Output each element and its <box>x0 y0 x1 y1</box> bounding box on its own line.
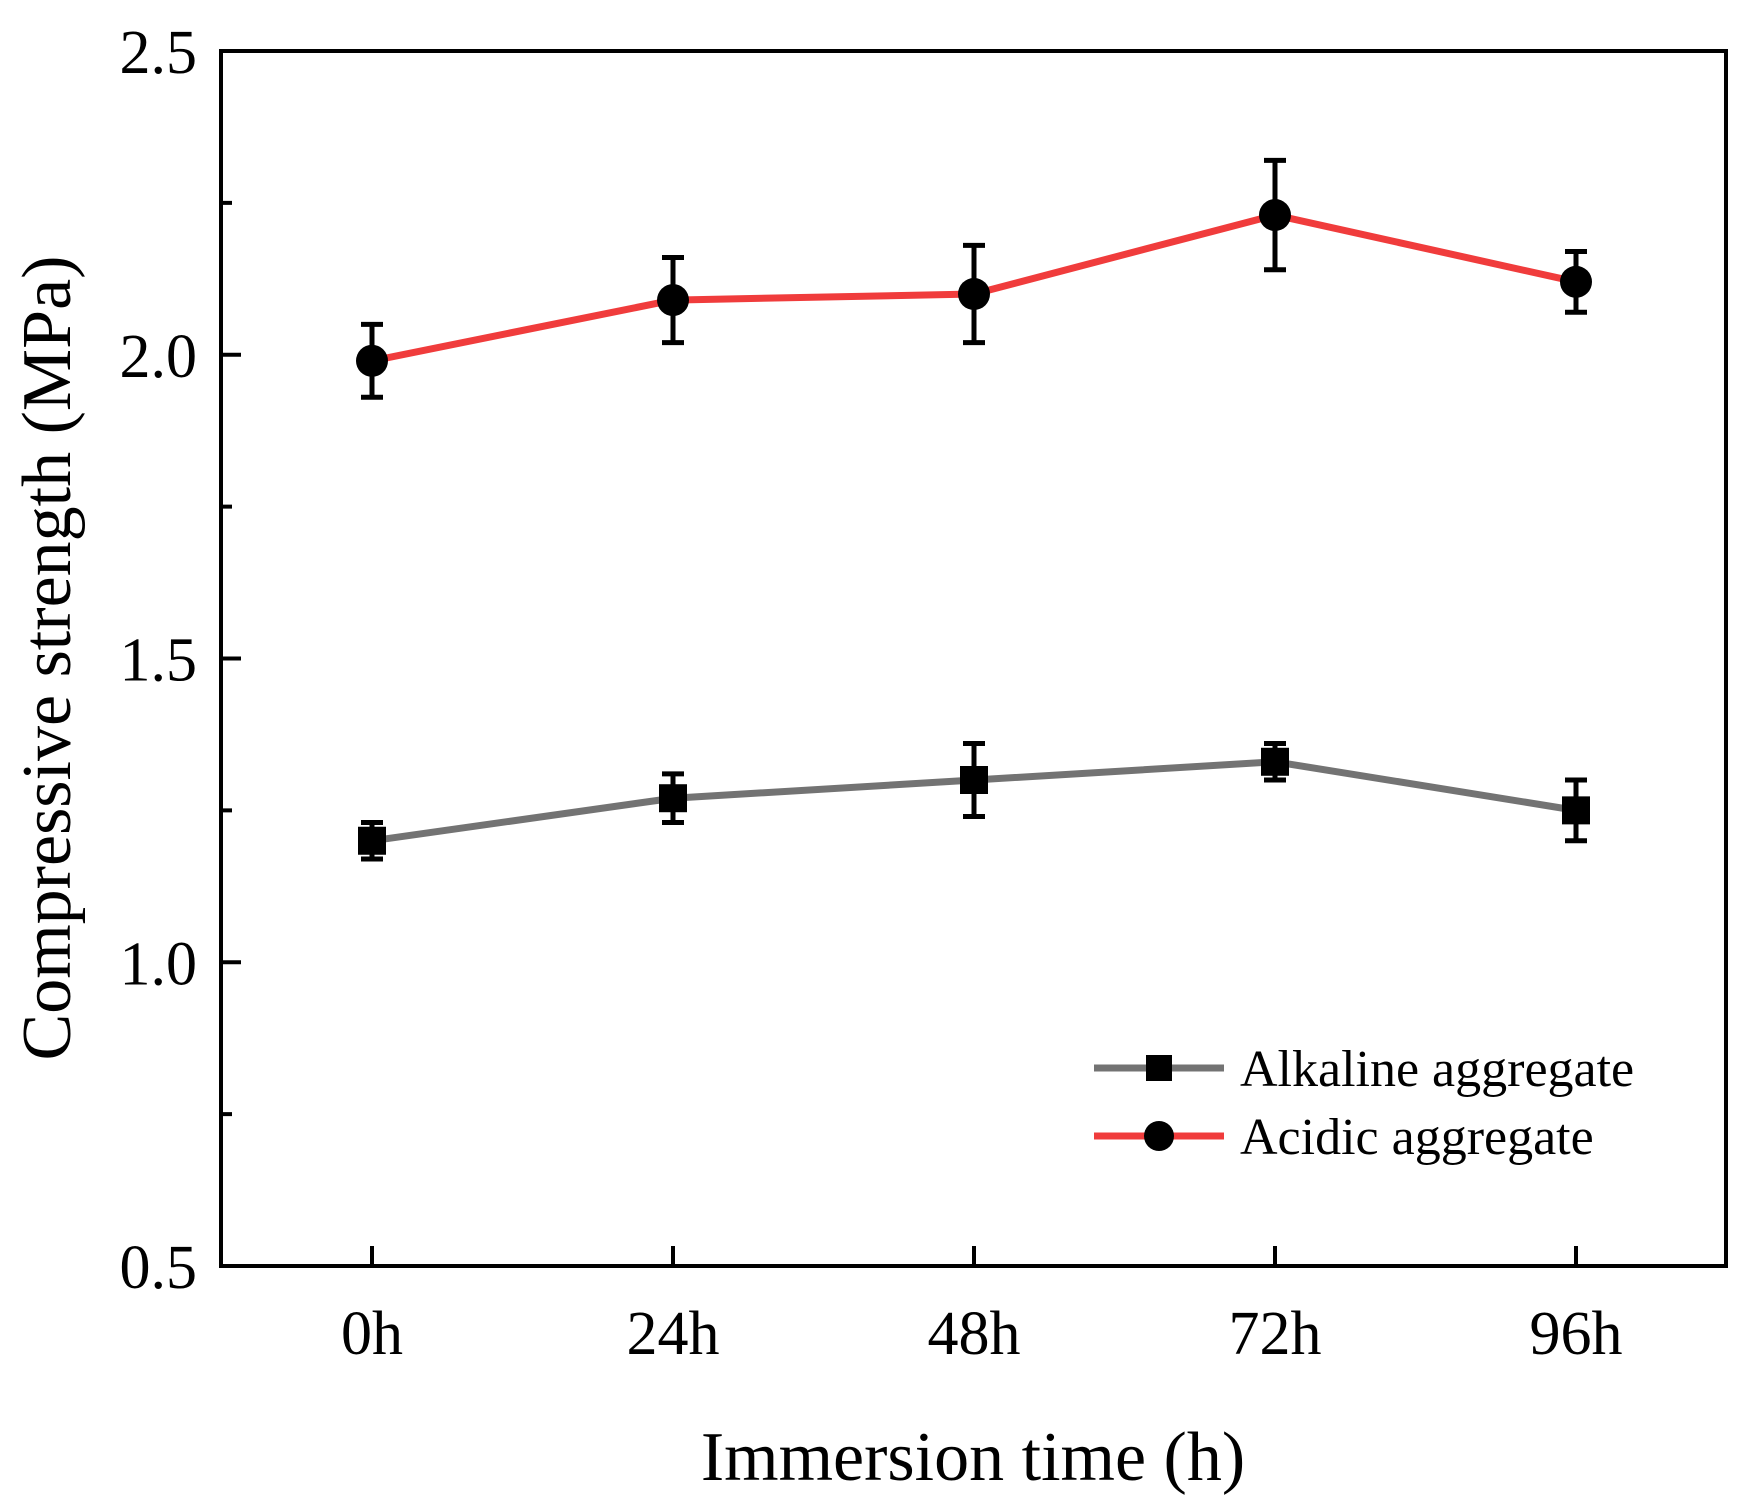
legend-marker-alkaline-aggregate <box>1146 1055 1172 1081</box>
alkaline-aggregate-point <box>960 766 988 794</box>
acidic-aggregate-point <box>958 278 990 310</box>
x-tick-label: 24h <box>627 1300 720 1368</box>
acidic-aggregate-point <box>657 284 689 317</box>
y-tick-label: 2.5 <box>120 19 198 87</box>
acidic-aggregate-point <box>1259 199 1291 232</box>
acidic-aggregate-point <box>1560 265 1592 298</box>
legend: Alkaline aggregate Acidic aggregate <box>1094 1041 1634 1166</box>
series-layer <box>356 157 1592 862</box>
y-tick-label: 1.0 <box>120 930 198 998</box>
y-tick-label: 2.0 <box>120 323 198 391</box>
legend-label-alkaline-aggregate: Alkaline aggregate <box>1240 1041 1634 1098</box>
y-axis-title: Compressive strength (MPa) <box>9 256 86 1061</box>
legend-label-acidic-aggregate: Acidic aggregate <box>1240 1109 1594 1166</box>
legend-marker-acidic-aggregate <box>1144 1121 1174 1151</box>
alkaline-aggregate-point <box>1562 796 1590 825</box>
x-tick-label: 0h <box>341 1300 403 1368</box>
ticks-layer: 0.5 1.0 1.5 2.0 2.5 0h 24h 48h 72h 96h <box>120 19 1623 1368</box>
y-tick-label: 1.5 <box>120 627 198 695</box>
x-axis-title: Immersion time (h) <box>701 1419 1245 1495</box>
alkaline-aggregate-point <box>659 784 687 813</box>
alkaline-aggregate-point <box>358 826 386 855</box>
acidic-aggregate-point <box>356 344 388 377</box>
x-tick-label: 96h <box>1530 1300 1623 1368</box>
x-tick-label: 48h <box>928 1300 1021 1368</box>
alkaline-aggregate-point <box>1261 747 1289 776</box>
y-tick-label: 0.5 <box>120 1234 198 1302</box>
x-tick-label: 72h <box>1229 1300 1322 1368</box>
